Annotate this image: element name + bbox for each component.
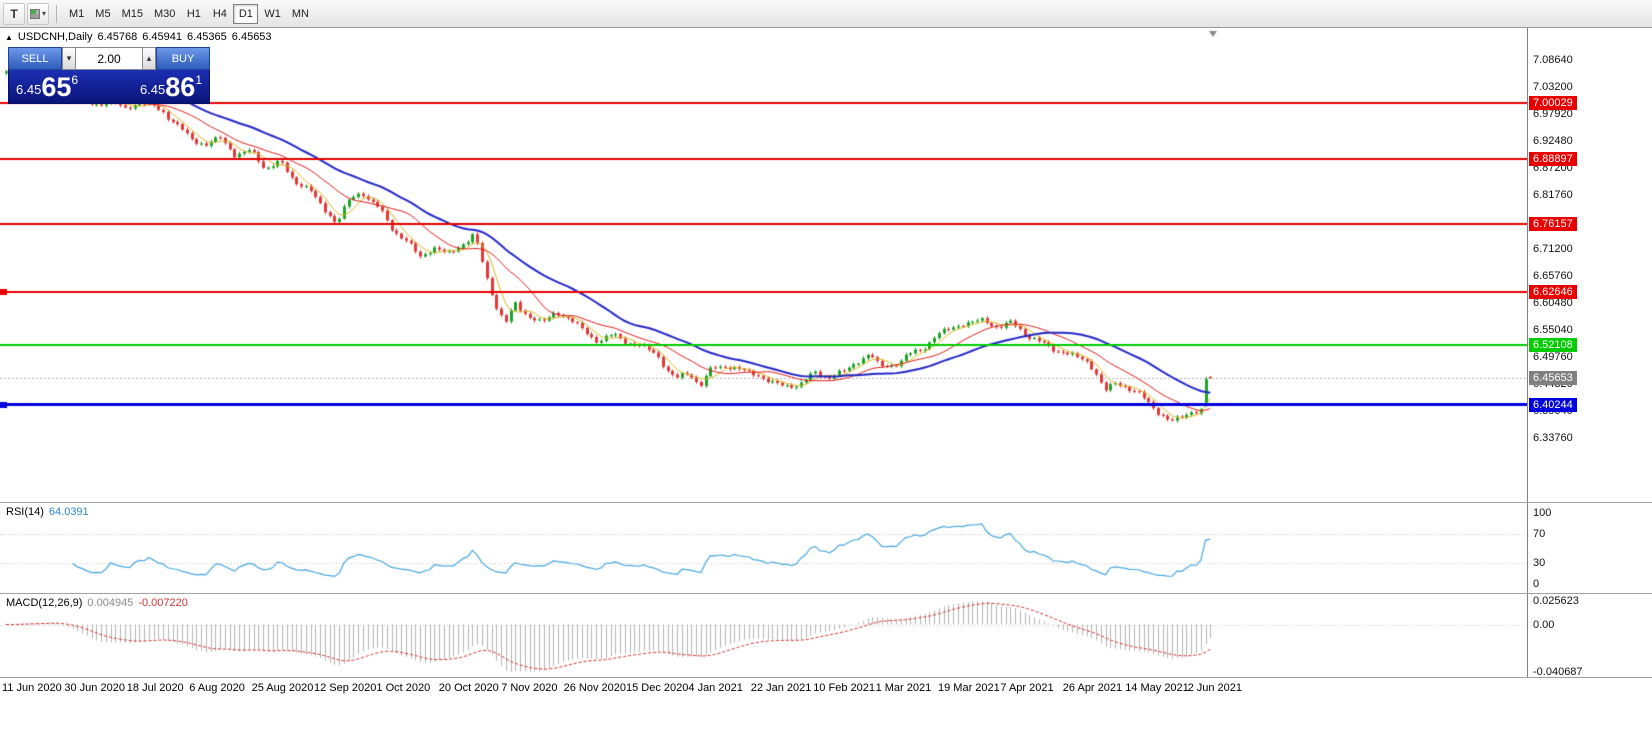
time-axis-label: 10 Feb 2021 [813,682,875,694]
macd-scale-label: 0.00 [1533,618,1555,631]
price-chart-canvas[interactable] [0,28,1527,678]
rsi-value: 64.0391 [48,506,89,518]
rsi-scale-label: 0 [1533,578,1540,590]
price-scale-label: 6.81760 [1533,189,1573,202]
price-scale[interactable]: 7.08640 7.03200 6.97920 6.92480 6.87200 6.817… [1527,28,1652,678]
time-axis-label: 18 Jul 2020 [126,682,184,694]
timeframe-button-m1[interactable]: M1 [69,7,85,20]
timeframe-group: M1 M5 M15 M30 H1 H4 D1 W1 MN [64,3,314,24]
time-axis-label: 25 Aug 2020 [251,682,314,694]
time-axis-label: 26 Apr 2021 [1062,682,1123,694]
sell-price[interactable]: 6.45 65 6 [16,70,78,103]
macd-scale-label: 0.025623 [1533,595,1579,607]
sell-price-prefix: 6.45 [16,82,42,97]
chart-icon: ▲ [5,32,13,42]
ohlc-low: 6.45365 [187,31,227,43]
time-axis-label: 11 Jun 2020 [2,682,62,694]
timeframe-button-m5[interactable]: M5 [95,7,111,20]
time-axis-label: 7 Apr 2021 [1000,682,1054,694]
time-axis-label: 30 Jun 2020 [64,682,125,694]
time-axis-label: 15 Dec 2020 [626,682,689,694]
rsi-label: RSI(14) 64.0391 [6,506,89,518]
price-scale-label: 7.08640 [1533,53,1573,66]
buy-price-prefix: 6.45 [139,82,166,97]
price-scale-label: 6.49760 [1533,350,1573,363]
price-scale-label: 6.92480 [1533,135,1573,148]
pane-separator-axis [0,677,1652,678]
price-tag: 7.00029 [1529,96,1577,110]
macd-main-value: 0.004945 [87,597,134,609]
pane-separator-macd[interactable] [0,593,1652,594]
sell-button[interactable]: SELL [8,47,62,70]
time-axis-label: 6 Aug 2020 [189,682,245,694]
price-scale-label: 7.03200 [1533,80,1573,93]
trade-panel-controls: SELL ▾ ▴ BUY [8,47,210,70]
one-click-trading-panel: SELL ▾ ▴ BUY 6.45 65 6 6.45 86 1 [8,47,210,104]
timeframe-button-d1[interactable]: D1 [233,3,259,24]
timeframe-button-mn[interactable]: MN [291,7,309,20]
profiles-icon [29,8,40,19]
time-axis-label: 4 Jan 2021 [688,682,743,694]
time-axis-label: 2 Jun 2021 [1187,682,1243,694]
price-tag: 6.45653 [1529,370,1577,385]
price-tag: 6.52108 [1529,337,1577,352]
toolbar-separator [56,4,57,23]
toolbar: T ▾ M1 M5 M15 M30 H1 H4 D1 W1 MN [0,0,1652,28]
timeframe-button-m30[interactable]: M30 [153,7,176,20]
buy-price-sup: 1 [195,73,202,87]
ohlc-open: 6.45768 [97,31,138,43]
price-scale-label: 6.33760 [1533,431,1573,444]
time-axis-label: 26 Nov 2020 [563,682,626,694]
time-axis-label: 14 May 2021 [1125,682,1189,694]
volume-input[interactable] [76,47,142,70]
macd-scale-label: -0.040687 [1533,666,1583,678]
time-axis-label: 1 Mar 2021 [875,682,932,694]
chart-symbol: USDCNH,Daily [17,31,93,43]
dropdown-caret-icon: ▾ [41,9,46,18]
buy-price[interactable]: 6.45 86 1 [140,70,202,103]
chart-title: ▲ USDCNH,Daily 6.45768 6.45941 6.45365 6… [5,31,272,43]
rsi-scale-label: 100 [1533,507,1552,519]
time-axis[interactable]: 11 Jun 2020 30 Jun 2020 18 Jul 2020 6 Aug 2… [0,680,1527,698]
timeframe-button-h1[interactable]: H1 [186,7,201,20]
buy-price-big: 86 [165,72,196,102]
ohlc-close: 6.45653 [231,31,272,43]
timeframe-button-h4[interactable]: H4 [212,7,227,20]
volume-increase-button[interactable]: ▴ [142,47,156,70]
price-scale-label: 6.55040 [1533,324,1573,337]
price-tag: 6.40244 [1529,397,1577,412]
volume-decrease-button[interactable]: ▾ [62,47,76,70]
rsi-name: RSI(14) [6,506,44,518]
time-axis-label: 7 Nov 2020 [501,682,558,694]
rsi-scale-label: 30 [1533,556,1546,569]
price-scale-label: 6.71200 [1533,242,1573,255]
profiles-button[interactable]: ▾ [27,2,49,25]
price-scale-label: 6.65760 [1533,270,1573,282]
timeframe-button-m15[interactable]: M15 [121,7,143,20]
sell-price-big: 65 [41,72,72,102]
time-axis-label: 19 Mar 2021 [938,682,1000,694]
macd-name: MACD(12,26,9) [6,597,83,609]
pane-separator-rsi[interactable] [0,502,1652,503]
timeframe-button-w1[interactable]: W1 [264,7,281,20]
macd-signal-value: -0.007220 [138,597,188,609]
time-axis-label: 20 Oct 2020 [438,682,499,694]
time-axis-label: 22 Jan 2021 [750,682,812,694]
price-tag: 6.88897 [1529,152,1577,167]
rsi-scale-label: 70 [1533,528,1546,541]
templates-button[interactable]: T [3,2,25,25]
buy-button[interactable]: BUY [156,47,210,70]
sell-price-sup: 6 [71,73,79,87]
price-tag: 6.76157 [1529,216,1577,231]
time-axis-label: 1 Oct 2020 [376,682,431,694]
time-axis-label: 12 Sep 2020 [314,682,377,694]
price-scale-label: 6.97920 [1533,107,1573,120]
price-scale-label: 6.60480 [1533,296,1573,309]
macd-label: MACD(12,26,9) 0.004945 -0.007220 [6,597,188,609]
ohlc-high: 6.45941 [142,31,183,43]
trade-panel-prices: 6.45 65 6 6.45 86 1 [8,70,210,104]
price-tag: 6.62646 [1529,284,1577,299]
